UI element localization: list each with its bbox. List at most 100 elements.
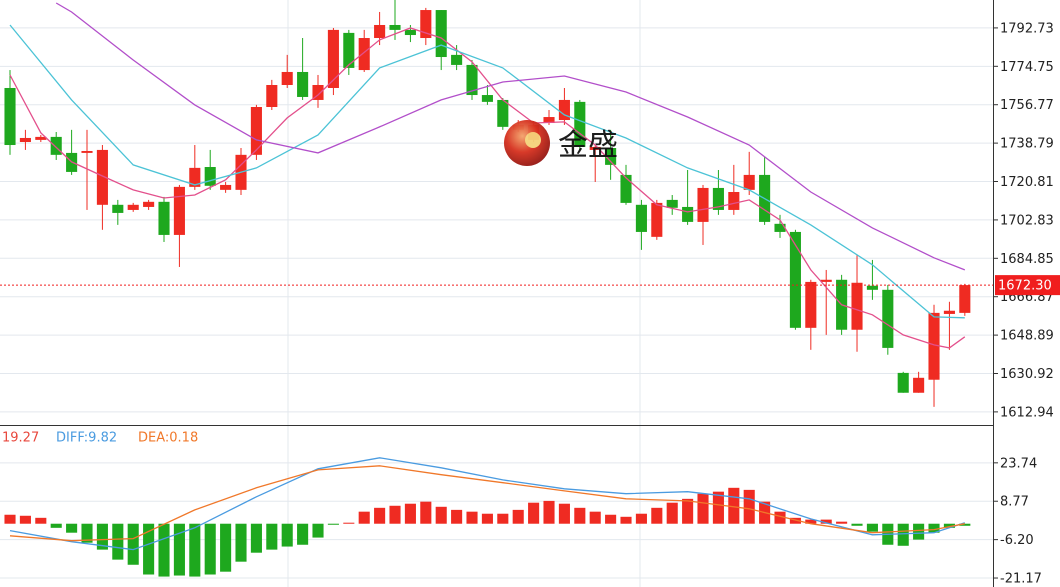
candle-body xyxy=(358,38,370,71)
macd-bar xyxy=(173,523,185,576)
candle-body xyxy=(851,282,863,330)
y-tick-label: -6.20 xyxy=(1000,533,1034,548)
candle-body xyxy=(374,24,386,39)
candle-body xyxy=(558,99,570,121)
y-tick-label: 1792.73 xyxy=(1000,21,1054,36)
macd-bar xyxy=(19,515,31,524)
y-tick-label: 8.77 xyxy=(1000,495,1029,510)
candle-body xyxy=(928,312,940,380)
macd-bar xyxy=(789,517,801,524)
candle-body xyxy=(312,85,324,100)
candle-body xyxy=(389,24,401,30)
candle-body xyxy=(959,285,971,313)
macd-bar xyxy=(682,498,694,524)
macd-bar xyxy=(389,505,401,524)
macd-bar xyxy=(112,523,124,560)
macd-bar xyxy=(358,511,370,524)
watermark-text: 金盛 xyxy=(558,128,618,163)
y-tick-label: 1612.94 xyxy=(1000,405,1054,420)
macd-bar xyxy=(635,513,647,524)
macd-bar xyxy=(866,523,878,532)
candle-body xyxy=(697,187,709,222)
candle-body xyxy=(666,199,678,208)
legend-entry: DIFF:9.82 xyxy=(56,431,117,446)
moving-average-line xyxy=(55,2,966,271)
macd-bar xyxy=(96,523,108,550)
y-tick-label: 1648.89 xyxy=(1000,329,1054,344)
macd-bar xyxy=(327,523,339,525)
candle-body xyxy=(297,71,309,97)
candle-body xyxy=(466,64,478,96)
y-tick-label: 1756.77 xyxy=(1000,98,1054,113)
candle-body xyxy=(327,29,339,88)
macd-bar xyxy=(897,523,909,546)
candle-body xyxy=(250,106,262,155)
macd-bar xyxy=(343,522,355,524)
candle-body xyxy=(943,310,955,314)
candle-body xyxy=(96,149,108,205)
candle-body xyxy=(19,137,31,143)
candle-body xyxy=(605,148,617,165)
macd-bar xyxy=(127,523,139,565)
candle-body xyxy=(712,187,724,210)
macd-bar xyxy=(435,506,447,524)
candle-body xyxy=(189,167,201,187)
macd-bar xyxy=(728,487,740,524)
macd-bar xyxy=(297,523,309,545)
candle-body xyxy=(81,150,93,153)
candle-body xyxy=(35,136,47,140)
candle-body xyxy=(882,289,894,348)
moving-average-line xyxy=(9,24,965,319)
macd-bar xyxy=(81,523,93,543)
candle-body xyxy=(451,54,463,65)
macd-bar xyxy=(497,513,509,524)
macd-bar xyxy=(281,523,293,547)
macd-bar xyxy=(158,523,170,577)
legend-entry: DEA:0.18 xyxy=(138,431,198,446)
candle-body xyxy=(158,201,170,235)
macd-bar xyxy=(543,500,555,524)
candle-body xyxy=(897,372,909,393)
candle-body xyxy=(4,87,16,146)
y-tick-label: 1630.92 xyxy=(1000,367,1054,382)
last-price-label: 1672.30 xyxy=(998,279,1052,294)
macd-bar xyxy=(820,519,832,524)
candle-body xyxy=(728,191,740,210)
candle-body xyxy=(481,95,493,102)
candle-body xyxy=(743,174,755,190)
y-tick-label: 1702.83 xyxy=(1000,213,1054,228)
macd-line xyxy=(9,465,965,542)
macd-readout: 19.27 xyxy=(2,431,39,446)
candle-body xyxy=(589,146,601,150)
candle-body xyxy=(204,167,216,186)
candle-body xyxy=(497,99,509,127)
candle-body xyxy=(913,377,925,393)
macd-bar xyxy=(558,503,570,524)
candle-body xyxy=(651,202,663,237)
macd-bar xyxy=(481,513,493,524)
y-tick-label: 1720.81 xyxy=(1000,175,1054,190)
macd-bar xyxy=(235,523,247,562)
candle-body xyxy=(620,174,632,203)
candle-body xyxy=(127,204,139,210)
macd-bar xyxy=(4,514,16,524)
macd-bar xyxy=(620,516,632,524)
macd-bar xyxy=(50,523,62,528)
candle-body xyxy=(173,186,185,235)
candle-body xyxy=(682,206,694,222)
macd-line xyxy=(9,457,966,551)
y-tick-label: 1774.75 xyxy=(1000,60,1054,75)
y-tick-label: 1738.79 xyxy=(1000,137,1054,152)
macd-bar xyxy=(574,507,586,524)
moving-average-line xyxy=(9,27,966,349)
macd-bar xyxy=(312,523,324,538)
macd-bar xyxy=(250,523,262,553)
y-tick-label: 23.74 xyxy=(1000,456,1037,471)
macd-bar xyxy=(836,521,848,524)
macd-bar xyxy=(204,523,216,575)
macd-bar xyxy=(66,523,78,533)
macd-bar xyxy=(651,507,663,524)
